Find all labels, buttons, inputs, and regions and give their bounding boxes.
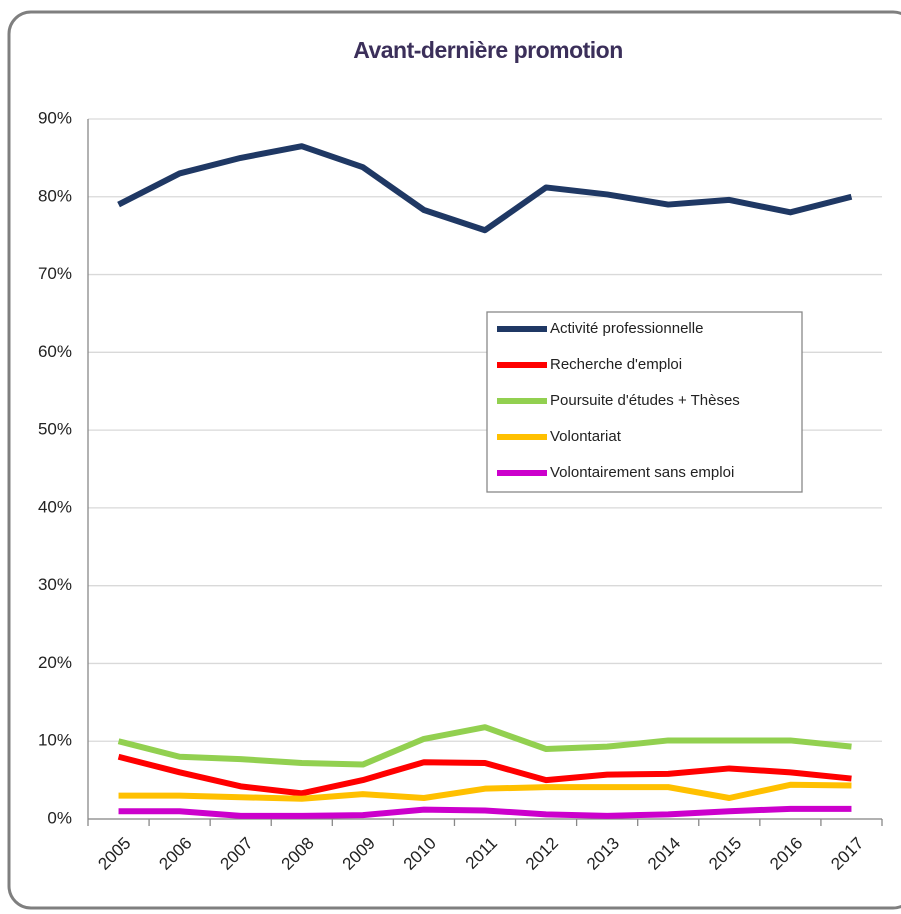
line (118, 781, 852, 802)
y-tick-label: 0% (47, 808, 72, 827)
chart-frame (7, 10, 901, 910)
y-tick-label: 70% (38, 264, 72, 283)
legend-label: Volontairement sans emploi (550, 464, 734, 481)
legend-label: Volontariat (550, 428, 622, 445)
legend-label: Activité professionnelle (550, 320, 703, 337)
legend-label: Recherche d'emploi (550, 356, 682, 373)
line (117, 753, 852, 797)
y-tick-label: 10% (38, 731, 72, 750)
y-tick-label: 30% (38, 575, 72, 594)
line (117, 143, 853, 234)
y-tick-label: 80% (38, 186, 72, 205)
line (117, 724, 852, 768)
y-tick-label: 50% (38, 420, 72, 439)
y-tick-label: 90% (38, 108, 72, 127)
y-tick-label: 20% (38, 653, 72, 672)
legend-label: Poursuite d'études + Thèses (550, 392, 740, 409)
y-tick-label: 60% (38, 342, 72, 361)
y-tick-label: 40% (38, 497, 72, 516)
chart-title: Avant-dernière promotion (353, 37, 623, 63)
line (118, 805, 852, 819)
